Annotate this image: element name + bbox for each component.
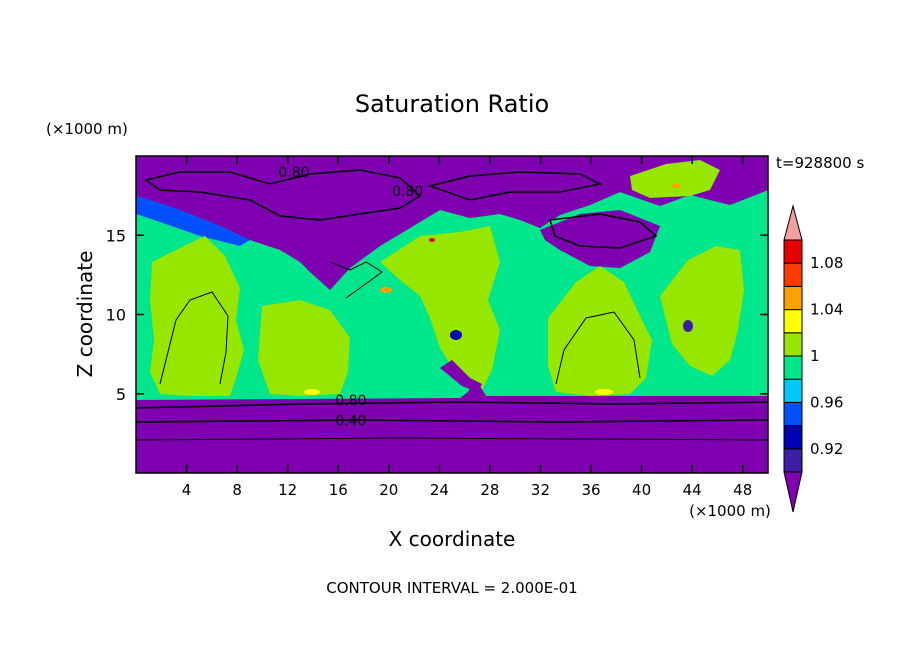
- x-axis-label: X coordinate: [389, 527, 516, 551]
- contour-line-bottom: [136, 437, 768, 441]
- colorbar-label: 1: [810, 347, 820, 365]
- colorbar-extend-low: [783, 471, 803, 513]
- colorbar-swatch: [783, 309, 803, 334]
- colorbar-swatch: [783, 262, 803, 287]
- contour-labels: 0.80 0.80 0.80 0.40: [278, 165, 423, 430]
- region-super-5: [660, 246, 744, 376]
- region-super-4: [548, 266, 652, 396]
- contour-line-upper-1: [144, 169, 422, 221]
- contour-line-mid: [136, 401, 768, 409]
- colorbar-swatch: [783, 355, 803, 380]
- colorbar-extend-high: [783, 204, 803, 241]
- upper-dry-layer: [136, 156, 768, 290]
- y-tick-label: 5: [116, 385, 126, 404]
- y-axis-label: Z coordinate: [73, 251, 97, 378]
- spot-blue-2: [683, 320, 693, 332]
- y-tick-label: 10: [106, 306, 126, 325]
- colorbar-label: 1.08: [810, 254, 843, 272]
- x-tick-label: 20: [379, 481, 398, 499]
- x-tick-label: 44: [683, 481, 702, 499]
- dry-intrusion: [440, 360, 482, 392]
- x-tick-label: 48: [733, 481, 752, 499]
- colorbar-swatch: [783, 285, 803, 311]
- region-super-1: [150, 236, 244, 396]
- contour-label: 0.80: [278, 165, 309, 181]
- spot-red-1: [429, 238, 435, 242]
- spot-yellow-1: [304, 389, 320, 395]
- contour-line-cloud-1: [159, 291, 229, 385]
- x-unit-label: (×1000 m): [689, 502, 771, 520]
- x-tick-label: 40: [632, 481, 651, 499]
- colorbar-swatch: [783, 448, 803, 473]
- x-tick-label: 12: [278, 481, 297, 499]
- x-tick-label: 36: [581, 481, 600, 499]
- colorbar-swatch: [783, 401, 803, 427]
- x-tick-label: 24: [430, 481, 449, 499]
- colorbar-label: 1.04: [810, 301, 843, 319]
- x-tick-label: 16: [329, 481, 348, 499]
- region-super-2: [258, 300, 350, 396]
- contour-lines: [136, 169, 768, 441]
- x-tick-label: 4: [182, 481, 192, 499]
- x-tick-label: 8: [232, 481, 242, 499]
- chart-title: Saturation Ratio: [355, 90, 549, 118]
- region-super-6: [630, 160, 720, 198]
- time-label: t=928800 s: [776, 154, 864, 172]
- contour-line-cloud-2: [555, 311, 641, 385]
- contour-label: 0.80: [392, 184, 423, 200]
- colorbar-swatch: [783, 425, 803, 450]
- colorbar-label: 0.96: [810, 393, 843, 411]
- contour-label: 0.40: [335, 414, 366, 430]
- y-tick-label: 15: [106, 226, 126, 245]
- contour-line-upper-3: [549, 213, 658, 249]
- region-super-3: [380, 226, 500, 394]
- contour-line-upper-2: [427, 171, 603, 201]
- contour-label: 0.80: [335, 393, 366, 409]
- spot-blue-1: [450, 330, 462, 340]
- footer-contour-interval: CONTOUR INTERVAL = 2.000E-01: [326, 579, 577, 597]
- contour-line-low: [136, 419, 768, 423]
- upper-blue-fringe: [136, 196, 250, 246]
- y-unit-label: (×1000 m): [46, 120, 128, 138]
- colorbar-swatch: [783, 378, 803, 403]
- contour-line-ragged: [329, 261, 383, 299]
- upper-right-dry-patch: [540, 210, 660, 268]
- spot-yellow-2: [595, 389, 613, 395]
- x-tick-label: 28: [480, 481, 499, 499]
- spot-orange-1: [380, 287, 392, 293]
- colorbar-label: 0.92: [810, 440, 843, 458]
- colorbar-swatch: [783, 239, 803, 264]
- colorbar: 0.92 0.96 1 1.04 1.08: [783, 204, 843, 513]
- x-tick-label: 32: [531, 481, 550, 499]
- plot-area: [136, 156, 768, 473]
- spot-orange-2: [671, 184, 681, 188]
- colorbar-swatch: [783, 332, 803, 357]
